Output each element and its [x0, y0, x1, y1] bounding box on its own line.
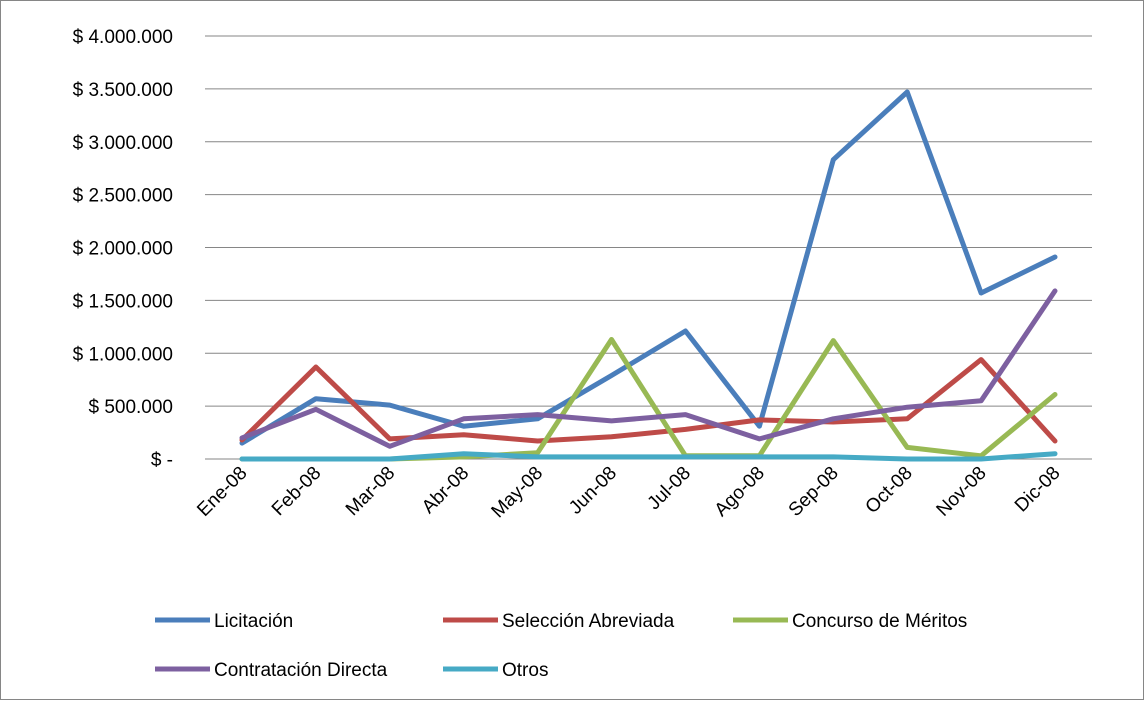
- y-tick-label: $ 2.500.000: [73, 186, 173, 207]
- y-tick-label: $ 3.000.000: [73, 133, 173, 154]
- y-tick-label: $ 2.000.000: [73, 239, 173, 260]
- y-tick-label: $ 500.000: [88, 397, 173, 418]
- y-axis-tick-labels: $ - $ 500.000 $ 1.000.000 $ 1.500.000 $ 2.00…: [73, 27, 173, 471]
- legend-label: Concurso de Méritos: [792, 611, 967, 632]
- legend-label: Selección Abreviada: [502, 611, 675, 632]
- y-tick-label: $ 4.000.000: [73, 27, 173, 48]
- y-tick-label: $ 1.500.000: [73, 291, 173, 312]
- legend-label: Otros: [502, 660, 548, 681]
- series-line-4: [239, 451, 1058, 462]
- y-tick-label: $ -: [151, 450, 173, 471]
- legend: Licitación Selección Abreviada Concurso de…: [155, 611, 967, 681]
- legend-label: Licitación: [214, 611, 293, 632]
- plot-series: [239, 89, 1058, 462]
- series-line-1: [239, 357, 1058, 444]
- series-line-0: [239, 89, 1058, 446]
- y-tick-label: $ 3.500.000: [73, 80, 173, 101]
- legend-label: Contratación Directa: [214, 660, 388, 681]
- y-tick-label: $ 1.000.000: [73, 344, 173, 365]
- series-line-3: [239, 288, 1058, 449]
